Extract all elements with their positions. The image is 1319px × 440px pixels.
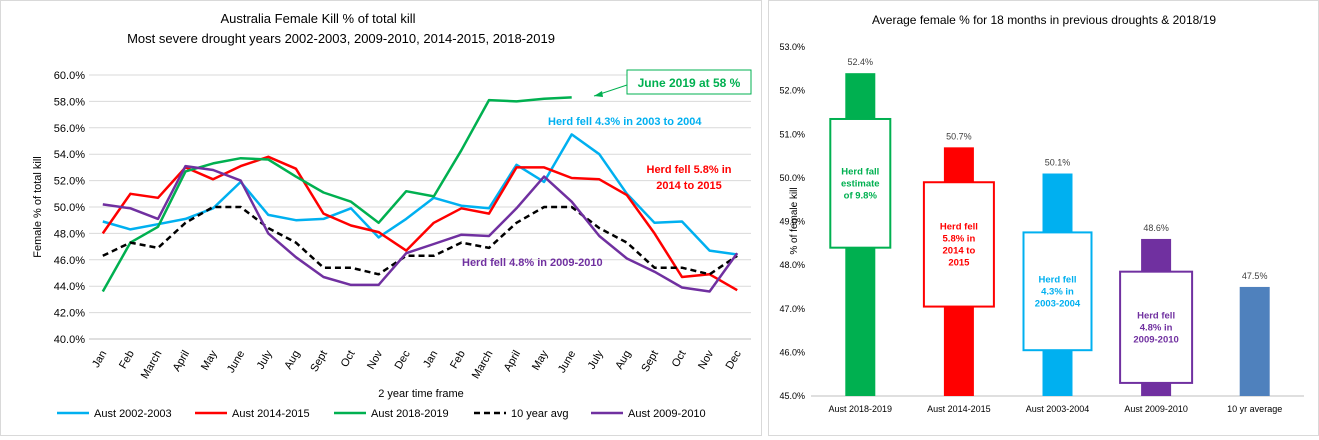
x-tick-label: Feb [448,349,468,371]
annotation-box [829,117,892,249]
chart-subtitle: Most severe drought years 2002-2003, 200… [127,31,555,46]
x-tick-label: July [586,348,606,371]
annotation-text: 4.3% in [1041,286,1074,297]
x-tick-label: Dec [393,348,413,371]
legend-label: 10 year avg [511,408,568,420]
x-tick-label: Aust 2014-2015 [927,404,991,414]
annotation-text: Herd fell [1038,274,1076,285]
annotation-box [1022,231,1093,352]
bar-data-label: 48.6% [1143,223,1169,233]
bar-data-label: 50.1% [1045,158,1071,168]
x-tick-label: July [255,348,275,371]
annotation-text: Herd fell [1137,310,1175,321]
x-tick-label: Aust 2018-2019 [829,404,893,414]
annotation-text: 2009-2010 [1133,334,1178,345]
x-tick-label: Jan [421,349,440,370]
x-tick-label: Sept [308,349,330,375]
x-tick-label: March [470,349,496,381]
x-tick-label: Jan [90,349,109,370]
annotation-box [922,181,995,308]
y-axis-title: Female % of total kill [32,156,44,257]
bar-data-label: 50.7% [946,131,972,141]
x-tick-label: Aust 2003-2004 [1026,404,1090,414]
x-tick-label: Oct [670,349,689,370]
annotation-text: Herd fall [841,166,879,177]
annotation-text: 4.8% in [1140,322,1173,333]
x-tick-label: Feb [117,349,137,371]
x-tick-label: April [502,349,523,374]
y-tick-label: 54.0% [54,149,85,161]
y-tick-label: 48.0% [54,228,85,240]
x-tick-label: Dec [724,348,744,371]
y-axis-title: % of female kill [789,187,800,254]
bar-data-label: 47.5% [1242,271,1268,281]
annotation-text: 2014 to [943,245,976,256]
annotation-herd-2009: Herd fell 4.8% in 2009-2010 [462,257,603,269]
line-chart-panel: Australia Female Kill % of total kill Mos… [0,0,762,436]
y-tick-label: 47.0% [779,304,805,314]
series-line [102,164,739,293]
y-tick-label: 53.0% [779,42,805,52]
x-tick-label: June [556,349,578,376]
legend-label: Aust 2002-2003 [94,408,172,420]
y-tick-label: 52.0% [54,176,85,188]
x-tick-label: June [225,349,247,376]
legend-label: Aust 2009-2010 [628,408,706,420]
x-tick-label: Aust 2009-2010 [1124,404,1188,414]
annotation-herd-2014-line1: Herd fell 5.8% in [647,164,732,176]
x-tick-label: Aug [613,349,633,372]
y-tick-label: 49.0% [779,217,805,227]
chart-title: Australia Female Kill % of total kill [220,11,415,26]
y-tick-label: 51.0% [779,129,805,139]
x-tick-label: Sept [639,349,661,375]
x-tick-label: Oct [339,349,358,370]
x-tick-label: 10 yr average [1227,404,1282,414]
series-line [102,205,738,276]
y-tick-label: 52.0% [779,86,805,96]
x-tick-label: May [530,348,551,372]
y-tick-label: 46.0% [779,347,805,357]
bar-chart: Average female % for 18 months in previo… [779,13,1304,414]
y-tick-label: 45.0% [779,391,805,401]
legend-label: Aust 2018-2019 [371,408,449,420]
x-tick-label: April [171,349,192,374]
legend-label: Aust 2014-2015 [232,408,310,420]
y-tick-label: 48.0% [779,260,805,270]
annotation-june-2019: June 2019 at 58 % [638,76,741,90]
bar-chart-panel: Average female % for 18 months in previo… [768,0,1319,436]
line-chart: Australia Female Kill % of total kill Mos… [32,11,752,420]
annotation-arrowhead [594,91,603,97]
annotation-text: of 9.8% [844,190,878,201]
y-tick-label: 50.0% [54,202,85,214]
y-tick-label: 56.0% [54,123,85,135]
annotation-text: 2003-2004 [1035,298,1081,309]
y-tick-label: 40.0% [54,334,85,346]
x-tick-label: Nov [696,348,716,371]
annotation-herd-2014-line2: 2014 to 2015 [656,180,721,192]
annotation-box [626,69,752,95]
chart-title: Average female % for 18 months in previo… [872,13,1216,27]
series-line [101,155,738,292]
annotation-text: 2015 [948,257,970,268]
y-tick-label: 60.0% [54,70,85,82]
annotation-text: Herd fell [940,221,978,232]
annotation-box [1119,270,1194,384]
y-tick-label: 58.0% [54,96,85,108]
bar [1239,286,1270,396]
x-axis-title: 2 year time frame [378,388,464,400]
y-tick-label: 42.0% [54,308,85,320]
annotation-text: 5.8% in [943,233,976,244]
bar-data-label: 52.4% [848,57,874,67]
x-tick-label: Nov [365,348,385,371]
x-tick-label: May [199,348,220,372]
y-tick-label: 50.0% [779,173,805,183]
annotation-herd-2003: Herd fell 4.3% in 2003 to 2004 [548,116,702,128]
series-line [101,96,572,293]
annotation-text: estimate [841,178,880,189]
y-tick-label: 46.0% [54,255,85,267]
y-tick-label: 44.0% [54,281,85,293]
x-tick-label: Aug [282,349,302,372]
x-tick-label: March [139,349,165,381]
